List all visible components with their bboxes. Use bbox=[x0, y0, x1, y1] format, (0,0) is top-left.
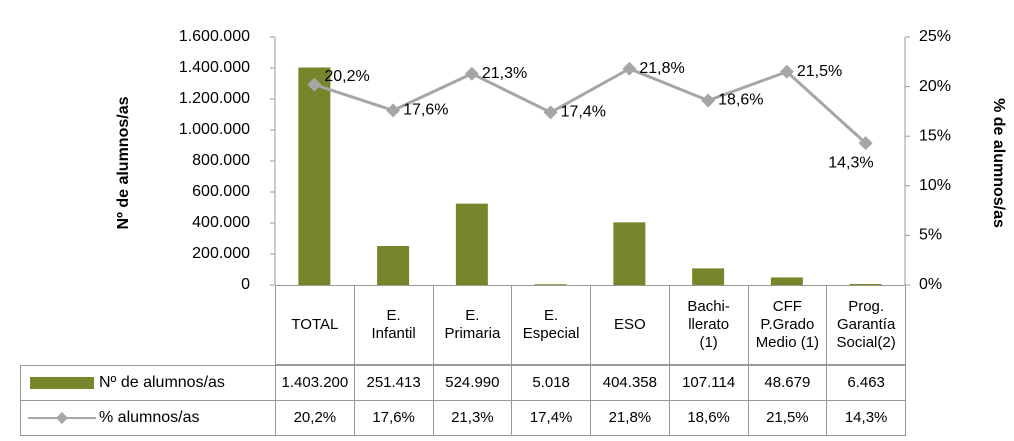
table-value: 48.679 bbox=[747, 365, 828, 401]
table-value: 17,4% bbox=[511, 400, 591, 436]
marker bbox=[307, 77, 322, 92]
y-tick-label: 200.000 bbox=[192, 245, 250, 262]
category-cell: E. Especial bbox=[511, 285, 591, 365]
y-tick-label: 1.000.000 bbox=[179, 121, 250, 138]
table-value: 404.358 bbox=[590, 365, 670, 401]
data-label: 18,6% bbox=[718, 92, 763, 109]
table-value: 20,2% bbox=[275, 400, 355, 436]
table-value: 21,8% bbox=[590, 400, 670, 436]
table-value: 251.413 bbox=[353, 365, 434, 401]
y2-tick-label: 10% bbox=[919, 177, 951, 194]
marker bbox=[779, 64, 794, 79]
y-tick-label: 0 bbox=[241, 276, 250, 293]
bar bbox=[849, 283, 882, 285]
data-label: 17,4% bbox=[561, 104, 606, 121]
data-label: 21,3% bbox=[482, 65, 527, 82]
y-tick-label: 800.000 bbox=[192, 152, 250, 169]
table-value: 5.018 bbox=[511, 365, 591, 401]
marker bbox=[622, 61, 637, 76]
y2-tick-label: 20% bbox=[919, 78, 951, 95]
legend-swatch-marker bbox=[56, 412, 68, 424]
data-label: 14,3% bbox=[828, 154, 873, 171]
data-label: 17,6% bbox=[403, 102, 448, 119]
bar bbox=[455, 203, 488, 285]
y-tick-label: 1.600.000 bbox=[179, 28, 250, 45]
marker bbox=[701, 93, 716, 108]
data-label: 21,8% bbox=[639, 60, 684, 77]
y2-tick-label: 15% bbox=[919, 127, 951, 144]
table-value: 17,6% bbox=[353, 400, 434, 436]
y2-tick-label: 0% bbox=[919, 276, 942, 293]
bar bbox=[298, 67, 331, 285]
table-value: 14,3% bbox=[826, 400, 906, 436]
table-value: 18,6% bbox=[668, 400, 749, 436]
legend-cell: Nº de alumnos/as bbox=[20, 365, 276, 401]
table-value: 21,3% bbox=[432, 400, 513, 436]
table-value: 21,5% bbox=[747, 400, 828, 436]
data-label: 21,5% bbox=[797, 63, 842, 80]
data-label: 20,2% bbox=[324, 68, 369, 85]
bar bbox=[770, 277, 803, 285]
bar bbox=[534, 284, 567, 285]
marker bbox=[543, 105, 558, 120]
y-tick-label: 1.200.000 bbox=[179, 90, 250, 107]
line bbox=[313, 67, 867, 145]
category-cell: Prog. Garantía Social(2) bbox=[826, 285, 906, 365]
y2-axis-label: % de alumnos/as bbox=[990, 98, 1007, 228]
bar bbox=[613, 222, 646, 285]
y-tick-label: 1.400.000 bbox=[179, 59, 250, 76]
category-cell: Bachi- llerato (1) bbox=[668, 285, 749, 365]
table-value: 1.403.200 bbox=[275, 365, 355, 401]
marker bbox=[464, 66, 479, 81]
category-cell: CFF P.Grado Medio (1) bbox=[747, 285, 828, 365]
bar bbox=[377, 246, 410, 285]
y-tick-label: 400.000 bbox=[192, 214, 250, 231]
marker bbox=[858, 136, 873, 151]
bar bbox=[692, 268, 725, 285]
category-cell: E. Infantil bbox=[353, 285, 434, 365]
table-value: 6.463 bbox=[826, 365, 906, 401]
y-tick-label: 600.000 bbox=[192, 183, 250, 200]
legend-cell: % alumnos/as bbox=[20, 400, 276, 436]
category-cell: ESO bbox=[590, 285, 670, 365]
legend-swatch-bar bbox=[30, 377, 94, 389]
y-axis-label: Nº de alumnos/as bbox=[115, 96, 132, 229]
table-value: 524.990 bbox=[432, 365, 513, 401]
marker bbox=[386, 103, 401, 118]
table-value: 107.114 bbox=[668, 365, 749, 401]
category-cell: E. Primaria bbox=[432, 285, 513, 365]
y2-tick-label: 5% bbox=[919, 227, 942, 244]
category-cell: TOTAL bbox=[275, 285, 355, 365]
y2-tick-label: 25% bbox=[919, 28, 951, 45]
